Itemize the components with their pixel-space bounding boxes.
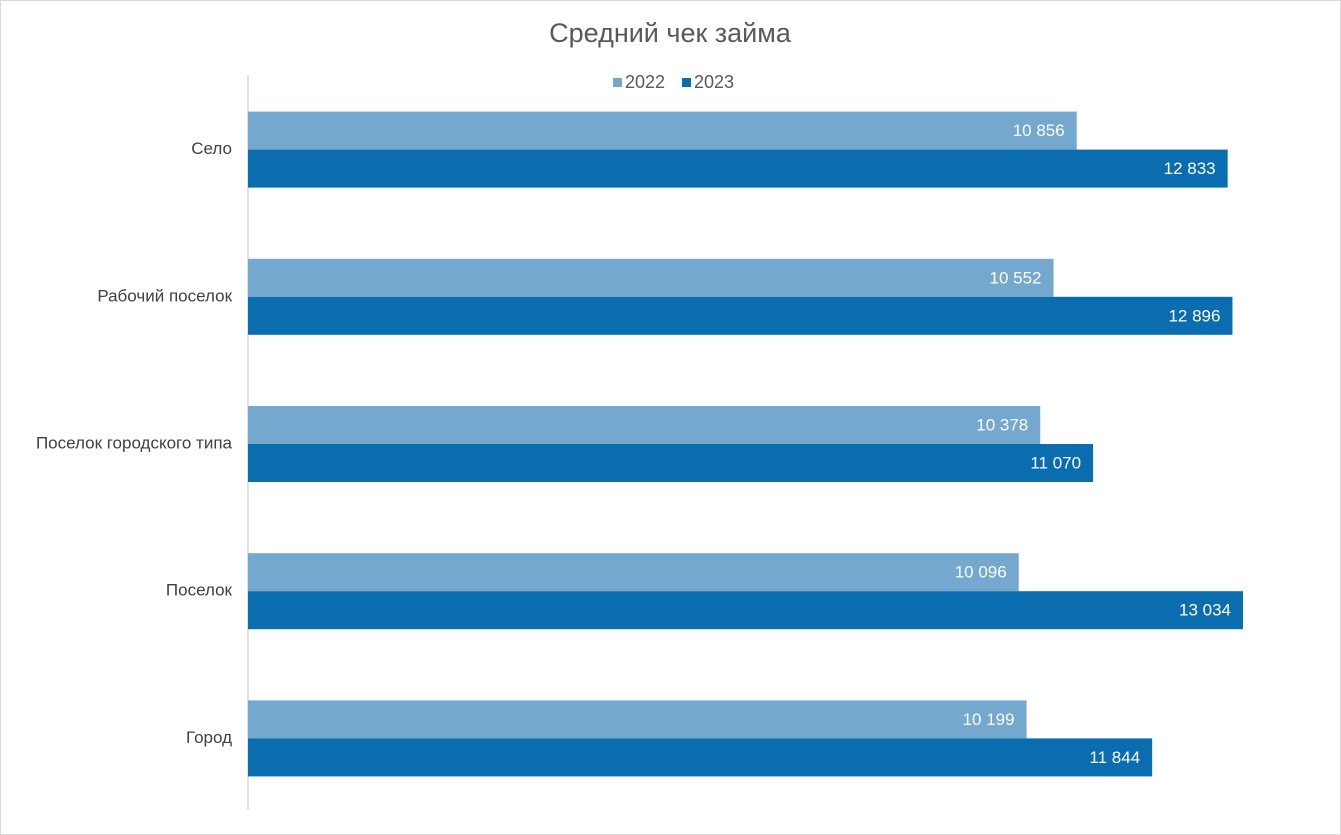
bar bbox=[248, 111, 1077, 150]
chart-title: Средний чек займа bbox=[549, 18, 792, 48]
value-label: 10 096 bbox=[955, 563, 1007, 582]
value-label: 10 199 bbox=[963, 710, 1015, 729]
bar bbox=[248, 591, 1243, 630]
bar bbox=[248, 444, 1094, 482]
legend-marker bbox=[613, 78, 622, 87]
category-label: Рабочий поселок bbox=[97, 286, 232, 305]
bar bbox=[248, 553, 1019, 592]
legend-marker bbox=[682, 78, 691, 87]
category-label: Поселок bbox=[166, 581, 233, 600]
bar bbox=[248, 700, 1027, 739]
bar bbox=[248, 149, 1228, 188]
legend-label: 2022 bbox=[625, 72, 665, 92]
value-label: 11 844 bbox=[1089, 748, 1140, 767]
category-label: Поселок городского типа bbox=[36, 433, 233, 452]
value-label: 10 378 bbox=[976, 415, 1028, 434]
category-label: Город bbox=[186, 728, 232, 747]
bar bbox=[248, 258, 1054, 297]
bar bbox=[248, 738, 1153, 777]
value-label: 10 552 bbox=[990, 268, 1042, 287]
category-label: Село bbox=[191, 139, 232, 158]
legend-label: 2023 bbox=[694, 72, 734, 92]
value-label: 12 896 bbox=[1168, 306, 1220, 325]
value-label: 12 833 bbox=[1164, 159, 1216, 178]
bar bbox=[248, 406, 1041, 444]
value-label: 10 856 bbox=[1013, 121, 1065, 140]
value-label: 13 034 bbox=[1179, 601, 1231, 620]
bar bbox=[248, 296, 1233, 335]
value-label: 11 070 bbox=[1030, 453, 1081, 472]
